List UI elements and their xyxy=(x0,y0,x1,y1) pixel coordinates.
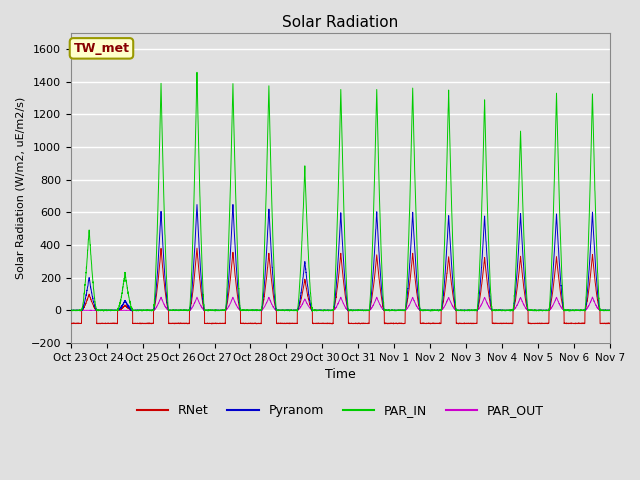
Title: Solar Radiation: Solar Radiation xyxy=(282,15,399,30)
Text: TW_met: TW_met xyxy=(74,42,129,55)
X-axis label: Time: Time xyxy=(325,368,356,381)
Y-axis label: Solar Radiation (W/m2, uE/m2/s): Solar Radiation (W/m2, uE/m2/s) xyxy=(15,96,25,279)
Legend: RNet, Pyranom, PAR_IN, PAR_OUT: RNet, Pyranom, PAR_IN, PAR_OUT xyxy=(132,399,549,422)
